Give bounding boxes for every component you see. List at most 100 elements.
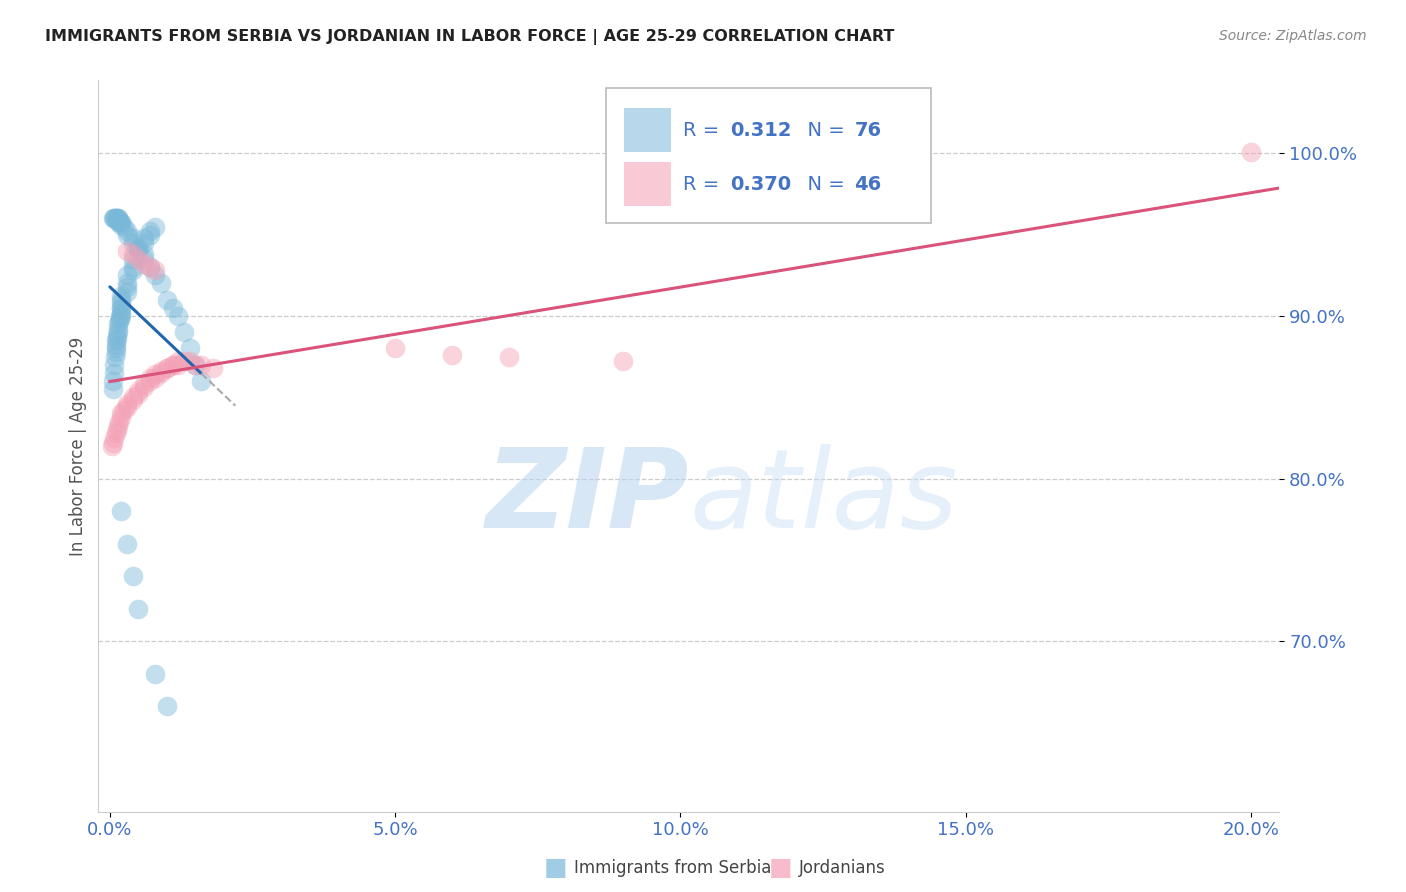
Y-axis label: In Labor Force | Age 25-29: In Labor Force | Age 25-29 (69, 336, 87, 556)
Point (121, 263, 143, 277)
Point (127, 601, 149, 615)
Text: IMMIGRANTS FROM SERBIA VS JORDANIAN IN LABOR FORCE | AGE 25-29 CORRELATION CHART: IMMIGRANTS FROM SERBIA VS JORDANIAN IN L… (45, 29, 894, 45)
Point (115, 279, 138, 293)
Point (110, 218, 132, 232)
Text: R =: R = (683, 175, 725, 194)
Point (612, 354, 634, 368)
Point (103, 435, 125, 450)
Point (179, 354, 201, 368)
Point (145, 666, 167, 681)
Point (162, 358, 184, 372)
Point (112, 403, 135, 417)
Point (184, 358, 207, 372)
Point (150, 277, 173, 291)
Point (110, 215, 132, 229)
Point (145, 370, 167, 384)
Point (121, 231, 143, 245)
Text: 0.312: 0.312 (730, 120, 792, 139)
Point (127, 244, 149, 258)
Text: Source: ZipAtlas.com: Source: ZipAtlas.com (1219, 29, 1367, 43)
Point (104, 334, 127, 348)
Point (108, 215, 131, 229)
Point (121, 247, 143, 261)
Text: 46: 46 (855, 175, 882, 194)
Text: ZIP: ZIP (485, 443, 689, 550)
Text: 76: 76 (855, 120, 882, 139)
Point (110, 296, 132, 310)
Point (105, 328, 128, 343)
FancyBboxPatch shape (606, 87, 931, 223)
Point (384, 342, 406, 356)
Point (105, 423, 128, 437)
Point (104, 425, 127, 440)
Text: atlas: atlas (689, 443, 957, 550)
Point (145, 268, 167, 283)
Point (190, 358, 212, 372)
Bar (624, 162, 671, 206)
Point (110, 309, 132, 323)
Point (107, 322, 129, 336)
Point (132, 380, 155, 394)
Point (139, 374, 162, 388)
Point (103, 366, 125, 380)
Point (145, 263, 167, 277)
Point (108, 314, 131, 328)
Point (150, 364, 173, 378)
Point (110, 301, 132, 315)
Point (110, 289, 132, 303)
Point (150, 366, 173, 380)
Point (104, 211, 127, 226)
Point (190, 374, 212, 388)
Point (108, 415, 131, 429)
Point (101, 211, 124, 226)
Text: Jordanians: Jordanians (799, 859, 886, 877)
Point (1240, 145, 1263, 159)
Point (121, 393, 143, 408)
Point (104, 344, 127, 359)
Point (121, 390, 143, 404)
Point (132, 377, 155, 392)
Point (179, 342, 201, 356)
Point (110, 407, 132, 421)
Point (108, 309, 131, 323)
Point (184, 358, 207, 372)
Point (104, 350, 127, 364)
Text: Immigrants from Serbia: Immigrants from Serbia (574, 859, 770, 877)
Point (139, 227, 162, 242)
Point (107, 317, 129, 331)
Point (127, 384, 149, 398)
Point (132, 257, 155, 271)
Point (132, 235, 155, 250)
Point (115, 285, 138, 299)
Point (103, 211, 125, 226)
Point (105, 332, 128, 346)
Point (110, 301, 132, 315)
Point (156, 699, 179, 714)
Point (167, 358, 190, 372)
Point (110, 504, 132, 518)
Text: ■: ■ (769, 856, 792, 880)
Point (115, 277, 138, 291)
Point (132, 247, 155, 261)
Text: N =: N = (796, 175, 851, 194)
Point (103, 211, 125, 226)
Point (156, 293, 179, 307)
Text: ■: ■ (544, 856, 567, 880)
Point (101, 439, 124, 453)
Point (104, 211, 127, 226)
Point (156, 361, 179, 376)
Point (107, 419, 129, 434)
Point (115, 536, 138, 550)
Point (107, 325, 129, 339)
Point (162, 301, 184, 315)
Point (103, 358, 125, 372)
Point (132, 231, 155, 245)
Point (112, 219, 135, 234)
Point (132, 252, 155, 266)
Point (162, 358, 184, 372)
Point (127, 252, 149, 266)
Point (107, 215, 129, 229)
Point (145, 219, 167, 234)
Point (173, 325, 195, 339)
Point (121, 260, 143, 275)
